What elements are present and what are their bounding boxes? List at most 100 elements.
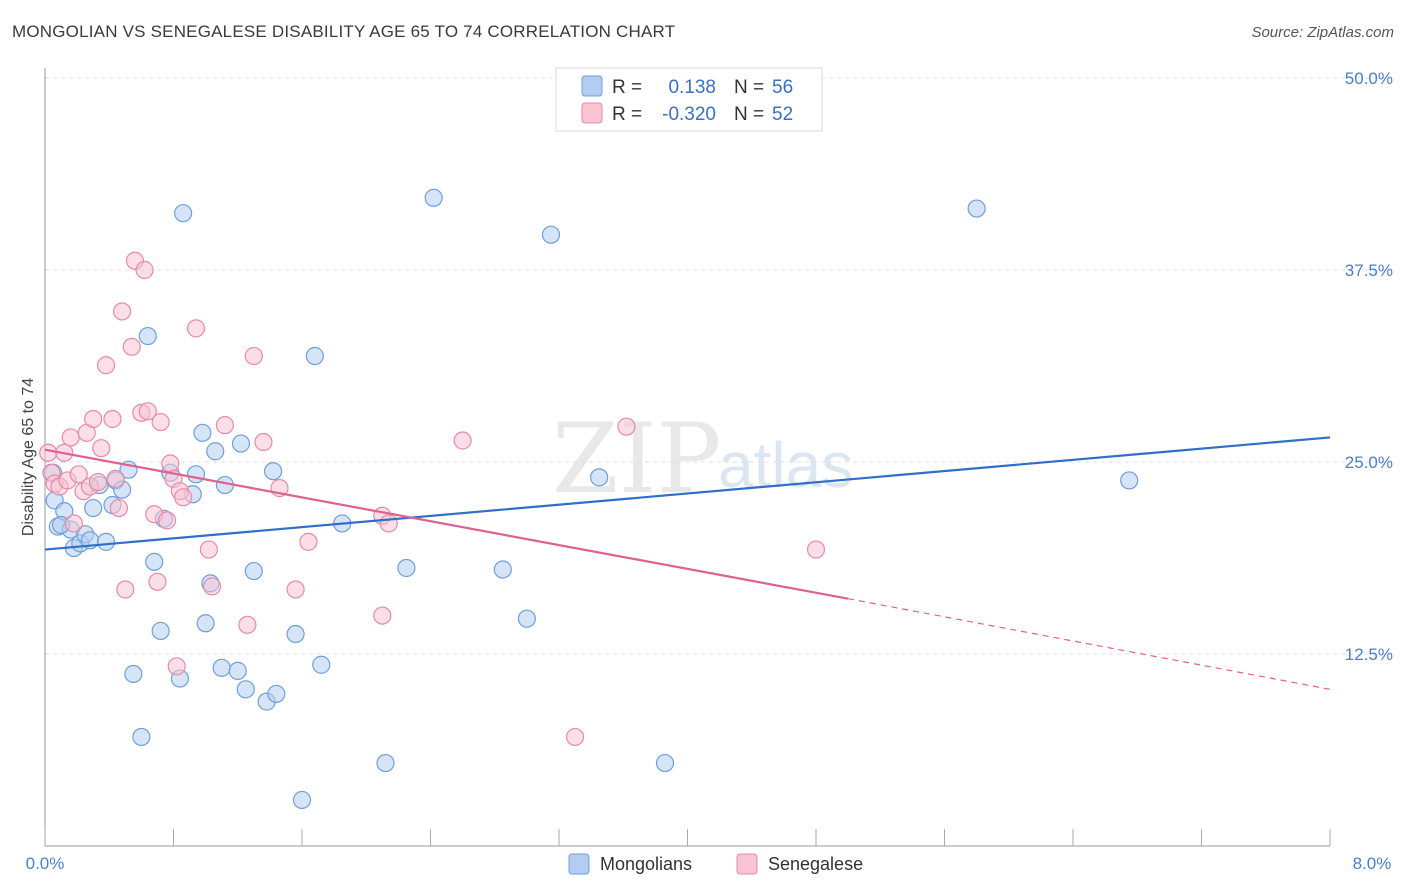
mongolians-point-33	[231, 434, 251, 453]
senegalese-point-15	[96, 356, 116, 375]
series-legend: Mongolians Senegalese	[568, 853, 863, 875]
mongolians-point-10	[96, 532, 116, 551]
senegalese-trend-extension	[848, 598, 1331, 690]
senegalese-point-19	[112, 302, 132, 321]
senegalese-point-44	[299, 532, 318, 551]
senegalese-point-35	[186, 319, 206, 338]
senegalese-point-46	[379, 514, 398, 533]
senegalese-point-29	[157, 511, 177, 530]
legend-swatch-senegalese	[581, 102, 603, 124]
legend-n-label-senegalese: N =	[734, 104, 764, 125]
mongolians-point-18	[145, 552, 164, 571]
mongolians-point-30	[212, 658, 231, 677]
senegalese-point-8	[69, 465, 88, 484]
senegalese-point-32	[167, 657, 186, 676]
bottom-legend-swatch-senegalese	[736, 853, 758, 875]
mongolians-point-41	[305, 346, 324, 366]
senegalese-point-48	[453, 431, 472, 450]
mongolians-point-23	[174, 204, 193, 223]
legend-r-label-mongolians: R =	[612, 77, 642, 98]
source-credit: Source: ZipAtlas.com	[1251, 24, 1394, 41]
watermark-zip: ZIP	[552, 403, 721, 515]
senegalese-point-17	[106, 469, 125, 488]
legend-n-value-mongolians: 56	[772, 77, 793, 98]
x-tick-label-max: 8.0%	[1353, 854, 1392, 873]
mongolians-point-27	[196, 614, 215, 633]
chart-title: MONGOLIAN VS SENEGALESE DISABILITY AGE 6…	[12, 22, 676, 41]
mongolians-point-15	[124, 664, 143, 684]
y-tick-label-1: 25.0%	[1345, 453, 1393, 472]
y-tick-label-0: 12.5%	[1345, 645, 1393, 664]
senegalese-point-6	[61, 428, 80, 447]
mongolians-point-17	[138, 326, 157, 346]
mongolians-point-50	[590, 468, 609, 487]
mongolians-point-54	[84, 498, 103, 518]
x-tick-marks	[44, 829, 1331, 846]
senegalese-point-18	[109, 498, 128, 518]
mongolians-point-16	[132, 727, 151, 747]
senegalese-point-25	[138, 402, 157, 421]
legend-r-value-senegalese: -0.320	[662, 104, 716, 125]
senegalese-point-7	[64, 514, 84, 533]
senegalese-point-16	[103, 409, 122, 429]
correlation-legend: R = 0.138 N = 56 R = -0.320 N = 52	[555, 67, 823, 132]
legend-swatch-mongolians	[581, 75, 603, 97]
senegalese-point-39	[238, 615, 257, 634]
senegalese-point-51	[806, 540, 826, 559]
mongolians-point-46	[424, 188, 443, 207]
mongolians-point-49	[541, 225, 561, 244]
mongolians-point-45	[397, 558, 416, 578]
mongolians-point-51	[655, 753, 675, 773]
y-axis-label: Disability Age 65 to 74	[20, 378, 37, 536]
bottom-legend-label-senegalese: Senegalese	[768, 854, 863, 874]
mongolians-trend-line	[44, 436, 1331, 551]
senegalese-point-13	[88, 472, 108, 492]
x-tick-label-min: 0.0%	[26, 854, 65, 873]
mongolians-points	[43, 188, 1139, 810]
senegalese-point-47	[373, 606, 392, 625]
senegalese-point-28	[151, 412, 170, 432]
mongolians-point-19	[151, 621, 170, 641]
mongolians-point-38	[267, 684, 286, 704]
y-tick-label-2: 37.5%	[1345, 261, 1393, 280]
senegalese-point-36	[199, 540, 218, 559]
legend-r-label-senegalese: R =	[612, 104, 642, 125]
senegalese-point-50	[617, 417, 636, 436]
mongolians-point-39	[286, 624, 305, 644]
senegalese-point-0	[39, 443, 58, 462]
mongolians-point-26	[193, 423, 212, 442]
senegalese-point-27	[148, 572, 167, 591]
mongolians-point-44	[376, 753, 395, 773]
senegalese-point-37	[202, 577, 222, 596]
mongolians-point-32	[228, 661, 247, 680]
senegalese-point-12	[84, 409, 103, 429]
bottom-legend-label-mongolians: Mongolians	[600, 854, 692, 874]
mongolians-point-53	[1120, 471, 1139, 490]
bottom-legend-swatch-mongolians	[568, 853, 590, 875]
legend-n-value-senegalese: 52	[772, 104, 793, 125]
mongolians-point-35	[244, 561, 263, 581]
watermark-atlas: atlas	[718, 429, 853, 501]
senegalese-point-49	[565, 727, 585, 747]
senegalese-point-20	[116, 580, 135, 599]
senegalese-point-34	[174, 488, 193, 507]
senegalese-points	[39, 251, 826, 747]
senegalese-point-24	[135, 260, 154, 280]
senegalese-point-38	[215, 416, 234, 435]
y-tick-label-3: 50.0%	[1345, 69, 1393, 88]
mongolians-point-47	[493, 560, 512, 579]
mongolians-point-48	[517, 609, 536, 628]
mongolians-point-40	[292, 790, 312, 810]
mongolians-point-42	[312, 655, 331, 674]
senegalese-point-43	[286, 580, 305, 599]
senegalese-point-30	[161, 454, 180, 473]
y-tick-labels: 12.5% 25.0% 37.5% 50.0%	[1345, 69, 1393, 664]
mongolians-point-29	[206, 442, 225, 461]
mongolians-point-37	[263, 462, 283, 481]
senegalese-point-40	[244, 346, 263, 366]
legend-n-label-mongolians: N =	[734, 77, 764, 98]
mongolians-point-25	[186, 465, 206, 484]
senegalese-point-41	[254, 432, 273, 452]
mongolians-point-34	[236, 680, 255, 699]
